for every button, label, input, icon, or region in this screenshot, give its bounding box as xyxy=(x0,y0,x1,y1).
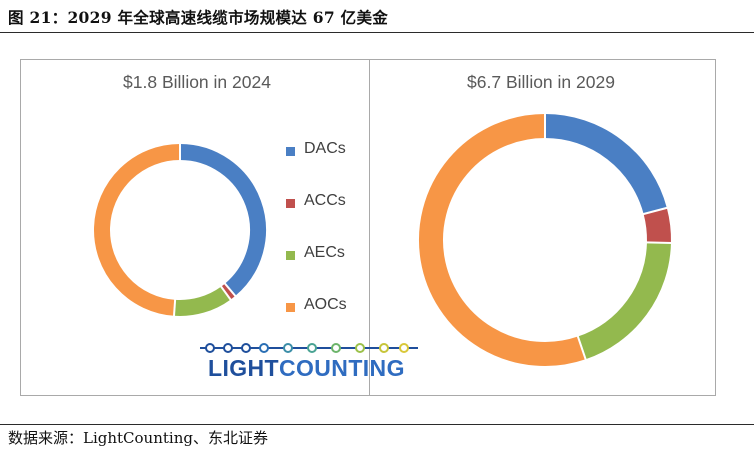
slice-separator xyxy=(645,241,672,244)
legend-label-aocs: AOCs xyxy=(304,296,347,313)
legend-label-accs: ACCs xyxy=(304,192,346,209)
chart-legend: DACs ACCs AECs AOCs xyxy=(286,140,364,348)
donut-slice-dacs xyxy=(544,114,667,215)
logo-word-light: LIGHT xyxy=(208,355,279,381)
donut-slice-accs xyxy=(643,207,671,243)
legend-item-accs: ACCs xyxy=(286,192,364,244)
slice-separator xyxy=(223,282,237,298)
donut-slice-aecs xyxy=(174,286,231,316)
chart-2024-title: $1.8 Billion in 2024 xyxy=(123,72,271,92)
legend-swatch-accs xyxy=(286,199,295,208)
legend-swatch-aocs xyxy=(286,303,295,312)
logo-word-counting: COUNTING xyxy=(279,355,405,381)
legend-label-dacs: DACs xyxy=(304,140,346,157)
legend-swatch-dacs xyxy=(286,147,295,156)
legend-label-aecs: AECs xyxy=(304,244,345,261)
chart-frame xyxy=(20,59,716,396)
logo-wordmark: LIGHTCOUNTING xyxy=(208,355,405,382)
top-rule xyxy=(0,32,754,33)
donut-slice-aocs xyxy=(94,144,181,316)
panel-divider xyxy=(369,59,370,396)
donut-chart-2024 xyxy=(94,143,266,317)
slice-separator xyxy=(642,206,669,216)
lightcounting-logo: LIGHTCOUNTING xyxy=(196,338,422,384)
donut-slice-aocs xyxy=(419,114,586,366)
donut-slice-aecs xyxy=(577,242,671,360)
legend-item-aecs: AECs xyxy=(286,244,364,296)
slice-separator xyxy=(576,335,587,361)
slice-separator xyxy=(172,298,177,317)
legend-item-aocs: AOCs xyxy=(286,296,364,348)
figure-source: 数据来源：LightCounting、东北证券 xyxy=(8,429,268,447)
legend-swatch-aecs xyxy=(286,251,295,260)
donut-slice-dacs xyxy=(179,144,266,296)
bottom-rule xyxy=(0,424,754,425)
chart-2029-title: $6.7 Billion in 2029 xyxy=(467,72,615,92)
legend-item-dacs: DACs xyxy=(286,140,364,192)
slice-separator xyxy=(219,285,232,301)
figure-title: 图 21：2029 年全球高速线缆市场规模达 67 亿美金 xyxy=(8,8,389,27)
logo-beads-graphic xyxy=(200,343,418,353)
donut-chart-2029 xyxy=(419,113,672,366)
